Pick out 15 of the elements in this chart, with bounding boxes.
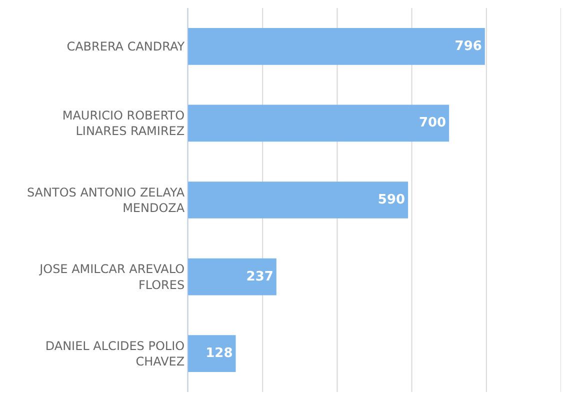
bar [188, 104, 450, 142]
bar [188, 28, 485, 65]
bar [188, 258, 276, 296]
y-tick-label: JOSE AMILCAR AREVALO FLORES [38, 262, 185, 292]
bar [188, 335, 236, 372]
y-tick-label: MAURICIO ROBERTO LINARES RAMIREZ [62, 108, 185, 138]
y-tick-label: CABRERA CANDRAY [66, 40, 186, 54]
data-label: 237 [246, 269, 274, 284]
data-label: 700 [418, 116, 446, 131]
bar [188, 182, 408, 218]
data-label: 796 [454, 38, 482, 54]
data-label: 590 [378, 192, 406, 208]
data-label: 128 [206, 346, 233, 362]
y-tick-label: SANTOS ANTONIO ZELAYA MENDOZA [26, 185, 186, 215]
y-tick-label: DANIEL ALCIDES POLIO CHAVEZ [45, 339, 185, 369]
